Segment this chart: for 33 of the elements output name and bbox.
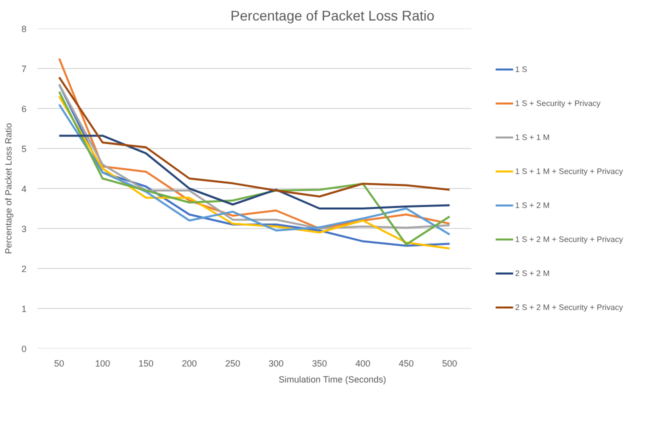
x-tick-label: 250 bbox=[225, 358, 240, 368]
line-series bbox=[58, 134, 451, 210]
x-tick-label: 50 bbox=[54, 358, 64, 368]
y-tick-label: 2 bbox=[21, 264, 27, 274]
y-tick-label: 6 bbox=[21, 104, 27, 114]
legend-label: 2 S + 2 M + Security + Privacy bbox=[515, 302, 623, 312]
legend-label: 1 S + 2 M bbox=[515, 200, 550, 210]
legend-label: 1 S bbox=[515, 64, 528, 74]
x-tick-label: 450 bbox=[398, 358, 414, 368]
y-tick-label: 3 bbox=[21, 224, 27, 234]
x-tick-label: 300 bbox=[268, 358, 284, 368]
x-axis-title: Simulation Time (Seconds) bbox=[278, 374, 386, 384]
legend-label: 1 S + 1 M + Security + Privacy bbox=[515, 166, 623, 176]
x-tick-label: 200 bbox=[182, 358, 197, 368]
chart-title: Percentage of Packet Loss Ratio bbox=[230, 8, 435, 24]
line-series bbox=[58, 76, 451, 198]
legend-label: 2 S + 2 M bbox=[515, 268, 550, 278]
x-tick-label: 150 bbox=[138, 358, 154, 368]
x-tick-label: 500 bbox=[442, 358, 458, 368]
y-tick-label: 0 bbox=[21, 344, 27, 354]
y-axis-title: Percentage of Packet Loss Ratio bbox=[3, 122, 14, 254]
y-tick-label: 8 bbox=[21, 24, 27, 34]
legend-label: 1 S + Security + Privacy bbox=[515, 98, 601, 108]
x-tick-label: 400 bbox=[355, 358, 370, 368]
legend-label: 1 S + 2 M + Security + Privacy bbox=[515, 234, 623, 244]
y-tick-label: 4 bbox=[21, 184, 27, 194]
x-tick-label: 350 bbox=[312, 358, 328, 368]
y-tick-label: 1 bbox=[21, 304, 27, 314]
line-series bbox=[58, 58, 451, 230]
legend-label: 1 S + 1 M bbox=[515, 132, 550, 142]
y-tick-label: 7 bbox=[21, 64, 27, 74]
x-tick-label: 100 bbox=[95, 358, 110, 368]
y-tick-label: 5 bbox=[21, 144, 27, 154]
